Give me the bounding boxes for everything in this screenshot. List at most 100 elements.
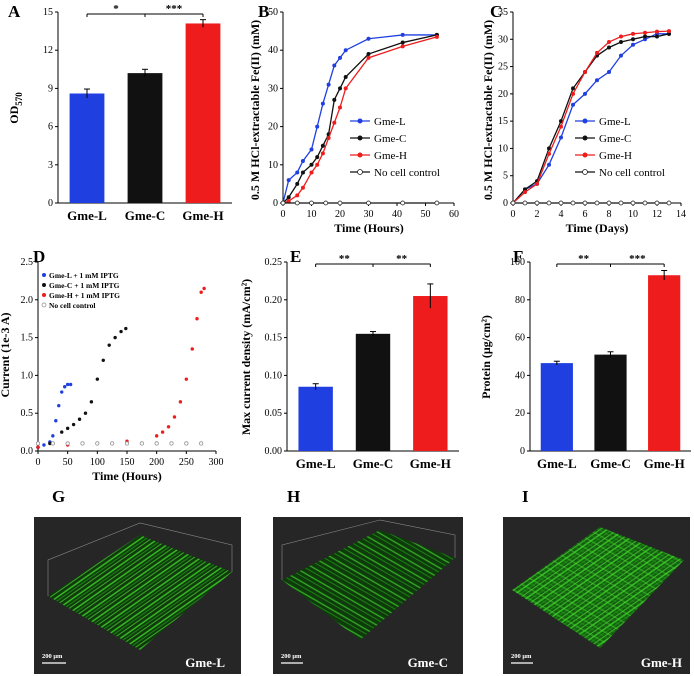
d-point-no-cell-control [139,441,144,446]
d-point-gme-l-1-mm-iptg [51,434,55,438]
a-ytick-label: 15 [43,7,53,18]
b-legend-marker-gme-h [357,152,363,158]
b-ytick-label: 0 [273,198,278,209]
b-xtick-label: 30 [364,209,374,220]
c-ytick-label: 25 [498,62,508,73]
c-point-gme-c [571,86,575,91]
b-point-gme-c [295,181,300,186]
panel-h-box-outline [281,519,456,580]
d-point-no-cell-control [50,441,55,446]
b-point-no-cell-control [280,200,286,206]
b-point-gme-h [315,162,320,167]
d-point-gme-c-1-mm-iptg [101,358,105,362]
b-point-no-cell-control [294,200,300,206]
b-point-no-cell-control [309,200,314,206]
e-ytick-label: 0.05 [265,408,283,419]
d-xtick-label: 300 [209,457,224,468]
d-point-gme-c-1-mm-iptg [83,411,88,415]
d-point-gme-h-1-mm-iptg [166,425,171,429]
a-significance-text: *** [166,3,183,15]
panel-a-label: A [8,2,21,21]
b-point-gme-h [366,55,371,60]
d-point-gme-h-1-mm-iptg [178,400,183,404]
c-point-gme-h [595,50,599,55]
f-bar-gme-l [540,363,573,451]
c-point-gme-l [547,162,551,167]
f-bar-gme-h [648,275,681,451]
d-point-gme-c-1-mm-iptg [48,441,52,446]
panel-b-xlabel: Time (Hours) [334,221,403,235]
panel-f-label: F [513,247,523,266]
e-ytick-label: 0.20 [265,295,283,306]
c-point-gme-h [535,181,539,186]
d-point-gme-c-1-mm-iptg [95,377,100,381]
b-point-gme-c [332,97,337,102]
c-legend-label-gme-c: Gme-C [599,133,631,145]
c-point-no-cell-control [558,200,564,206]
c-legend-label-no-cell-control: No cell control [599,167,665,179]
a-bar-gme-h [185,23,221,204]
c-series-line-gme-l [512,33,669,204]
f-ytick-label: 0 [520,446,525,457]
c-series-line-gme-h [512,30,670,204]
b-point-gme-l [366,36,371,41]
d-point-no-cell-control [169,441,174,446]
b-point-gme-h [400,44,405,49]
panel-d-scatter-chart: D 0.0 0.5 1.0 1.5 2.0 2.5 0 50 100 150 200 250 300 Gm… [0,247,224,483]
d-ytick-label: 0.5 [21,408,34,419]
c-point-no-cell-control [582,200,588,206]
c-xtick-label: 10 [628,209,638,220]
c-legend-marker-gme-l [582,118,588,124]
d-point-gme-c-1-mm-iptg [65,426,70,431]
c-point-no-cell-control [642,200,648,206]
d-point-gme-l-1-mm-iptg [42,443,46,447]
c-xtick-label: 2 [535,209,540,220]
c-point-gme-l [595,78,599,83]
b-point-gme-l [326,82,331,87]
a-ytick-label: 0 [48,198,53,209]
a-ytick-label: 9 [48,83,53,94]
e-ytick-label: 0.10 [265,370,283,381]
d-xtick-label: 250 [179,457,194,468]
b-point-gme-l [309,147,314,152]
panel-e-ylabel: Max current density (mA/cm²) [239,279,253,435]
panel-g-biofilm-texture [48,535,232,650]
c-xtick-label: 8 [607,209,612,220]
f-ytick-label: 100 [510,257,525,268]
c-ytick-label: 10 [498,143,508,154]
d-point-gme-l-1-mm-iptg [62,385,67,389]
d-point-no-cell-control [80,441,85,446]
b-legend-label-gme-l: Gme-L [374,116,406,128]
e-bar-gme-l [298,386,333,451]
b-legend-marker-no-cell-control [357,169,363,175]
panel-c-label: C [490,2,502,21]
c-point-gme-h [583,70,587,75]
panel-b-line-chart: B 0 10 20 30 40 50 0 10 20 30 40 50 60 Gme-L Gme-C Gme-… [248,2,459,235]
f-category-label: Gme-L [537,456,577,471]
b-ytick-label: 20 [268,122,278,133]
d-point-gme-l-1-mm-iptg [57,403,61,408]
d-point-gme-c-1-mm-iptg [107,343,111,347]
b-point-gme-l [295,170,300,175]
e-ytick-label: 0.15 [265,333,283,344]
e-bar-gme-h [413,296,448,451]
a-bar-gme-c [127,73,163,204]
b-xtick-label: 10 [307,209,317,220]
f-ytick-label: 40 [515,370,525,381]
a-significance-text: * [113,3,119,15]
panel-g-name: Gme-L [185,655,225,670]
d-point-gme-l-1-mm-iptg [54,419,58,423]
c-point-gme-h [643,30,647,35]
panel-g-scale-text: 200 μm [42,653,63,660]
panel-h-label: H [287,487,300,506]
d-point-no-cell-control [110,441,115,446]
d-legend-label-no-cell-control: No cell control [49,301,96,310]
b-point-gme-l [332,63,337,68]
panel-b-ylabel: 0.5 M HCl-extractable Fe(II) (mM) [248,20,262,200]
panel-i-label: I [522,487,529,506]
b-xtick-label: 0 [281,209,286,220]
c-point-no-cell-control [594,200,600,206]
c-legend-marker-gme-h [582,152,588,158]
